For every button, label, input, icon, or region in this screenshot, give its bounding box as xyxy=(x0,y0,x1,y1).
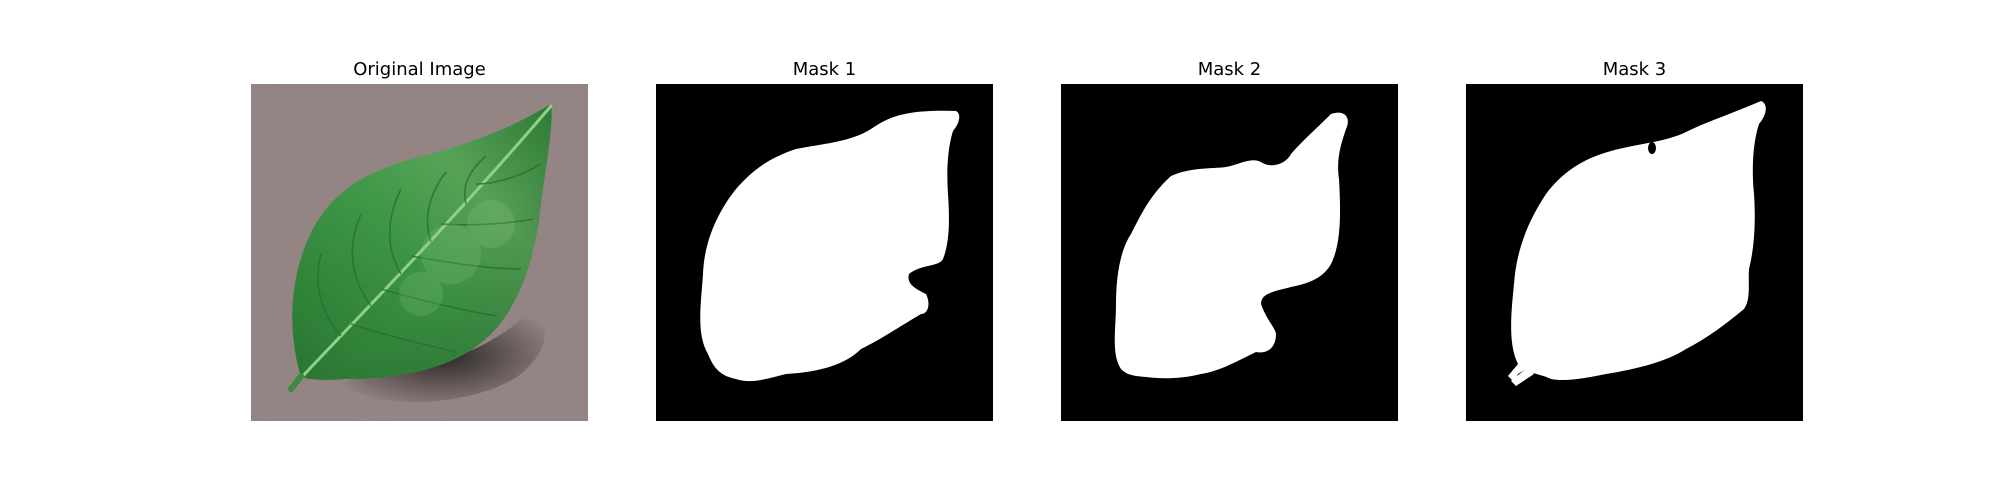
panel-title-original: Original Image xyxy=(251,58,588,82)
panel-title-mask-1: Mask 1 xyxy=(656,58,993,82)
original-image-panel xyxy=(251,84,588,421)
mask-3-image xyxy=(1466,84,1803,421)
panel-title-mask-2: Mask 2 xyxy=(1061,58,1398,82)
leaf-photo xyxy=(251,84,588,421)
mask-2-image xyxy=(1061,84,1398,421)
mask-1-panel xyxy=(656,84,993,421)
panel-title-mask-3: Mask 3 xyxy=(1466,58,1803,82)
mask-3-notch xyxy=(1648,142,1656,154)
mask-3-panel xyxy=(1466,84,1803,421)
mask-2-panel xyxy=(1061,84,1398,421)
mask-1-image xyxy=(656,84,993,421)
